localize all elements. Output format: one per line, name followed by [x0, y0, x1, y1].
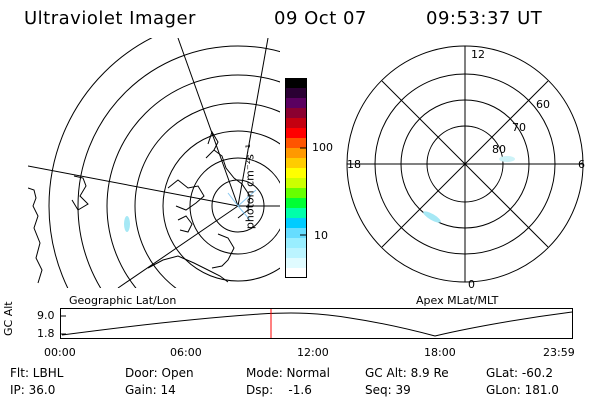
geographic-caption: Geographic Lat/Lon: [69, 294, 177, 307]
status-seq: Seq: 39: [365, 383, 411, 397]
altitude-plot: [60, 308, 573, 339]
mlat-label-70: 70: [512, 121, 526, 134]
colorbar-band: [285, 128, 307, 139]
colorbar-band: [285, 178, 307, 189]
mlat-label-60: 60: [536, 98, 550, 111]
colorbar-band: [285, 118, 307, 129]
mlt-label-6: 6: [578, 158, 585, 171]
apex-caption: Apex MLat/MLT: [416, 294, 499, 307]
status-ip: IP: 36.0: [10, 383, 56, 397]
colorbar-band: [285, 158, 307, 169]
status-filter: Flt: LBHL: [10, 366, 64, 380]
colorbar-band: [285, 148, 307, 159]
mlt-label-18: 18: [347, 158, 361, 171]
colorbar-band: [285, 98, 307, 109]
colorbar-band: [285, 168, 307, 179]
colorbar-unit-label: photon cm⁻²s⁻¹: [243, 143, 257, 230]
geographic-map: [28, 38, 280, 288]
altitude-ylabel: GC Alt: [2, 301, 15, 336]
colorbar-band: [285, 268, 307, 278]
time-tick-0000: 00:00: [44, 346, 76, 359]
colorbar-band: [285, 138, 307, 149]
colorbar: [285, 78, 307, 278]
date-label: 09 Oct 07: [274, 8, 367, 29]
status-door: Door: Open: [125, 366, 194, 380]
time-label: 09:53:37 UT: [426, 8, 543, 29]
colorbar-band: [285, 88, 307, 99]
colorbar-band: [285, 218, 307, 229]
colorbar-band: [285, 188, 307, 199]
mlat-label-80: 80: [492, 143, 506, 156]
colorbar-band: [285, 198, 307, 209]
time-tick-2359: 23:59: [543, 346, 575, 359]
colorbar-tick-100: 100: [312, 141, 333, 154]
time-tick-1800: 18:00: [424, 346, 456, 359]
colorbar-band: [285, 228, 307, 239]
colorbar-band: [285, 248, 307, 259]
colorbar-band: [285, 238, 307, 249]
status-dsp: Dsp: -1.6: [246, 383, 312, 397]
mlt-label-12: 12: [471, 48, 485, 61]
colorbar-band: [285, 78, 307, 89]
status-glat: GLat: -60.2: [486, 366, 553, 380]
altitude-ytick-1-8: 1.8: [37, 327, 55, 340]
status-mode: Mode: Normal: [246, 366, 330, 380]
status-gain: Gain: 14: [125, 383, 176, 397]
status-gc-alt: GC Alt: 8.9 Re: [365, 366, 449, 380]
colorbar-band: [285, 258, 307, 269]
colorbar-band: [285, 108, 307, 119]
mlt-label-0: 0: [468, 278, 475, 291]
time-tick-1200: 12:00: [297, 346, 329, 359]
status-glon: GLon: 181.0: [486, 383, 559, 397]
colorbar-band: [285, 208, 307, 219]
apex-polar-map: [346, 45, 584, 283]
altitude-ytick-9: 9.0: [37, 309, 55, 322]
app-title: Ultraviolet Imager: [24, 8, 196, 29]
colorbar-tick-10: 10: [314, 229, 328, 242]
time-tick-0600: 06:00: [170, 346, 202, 359]
